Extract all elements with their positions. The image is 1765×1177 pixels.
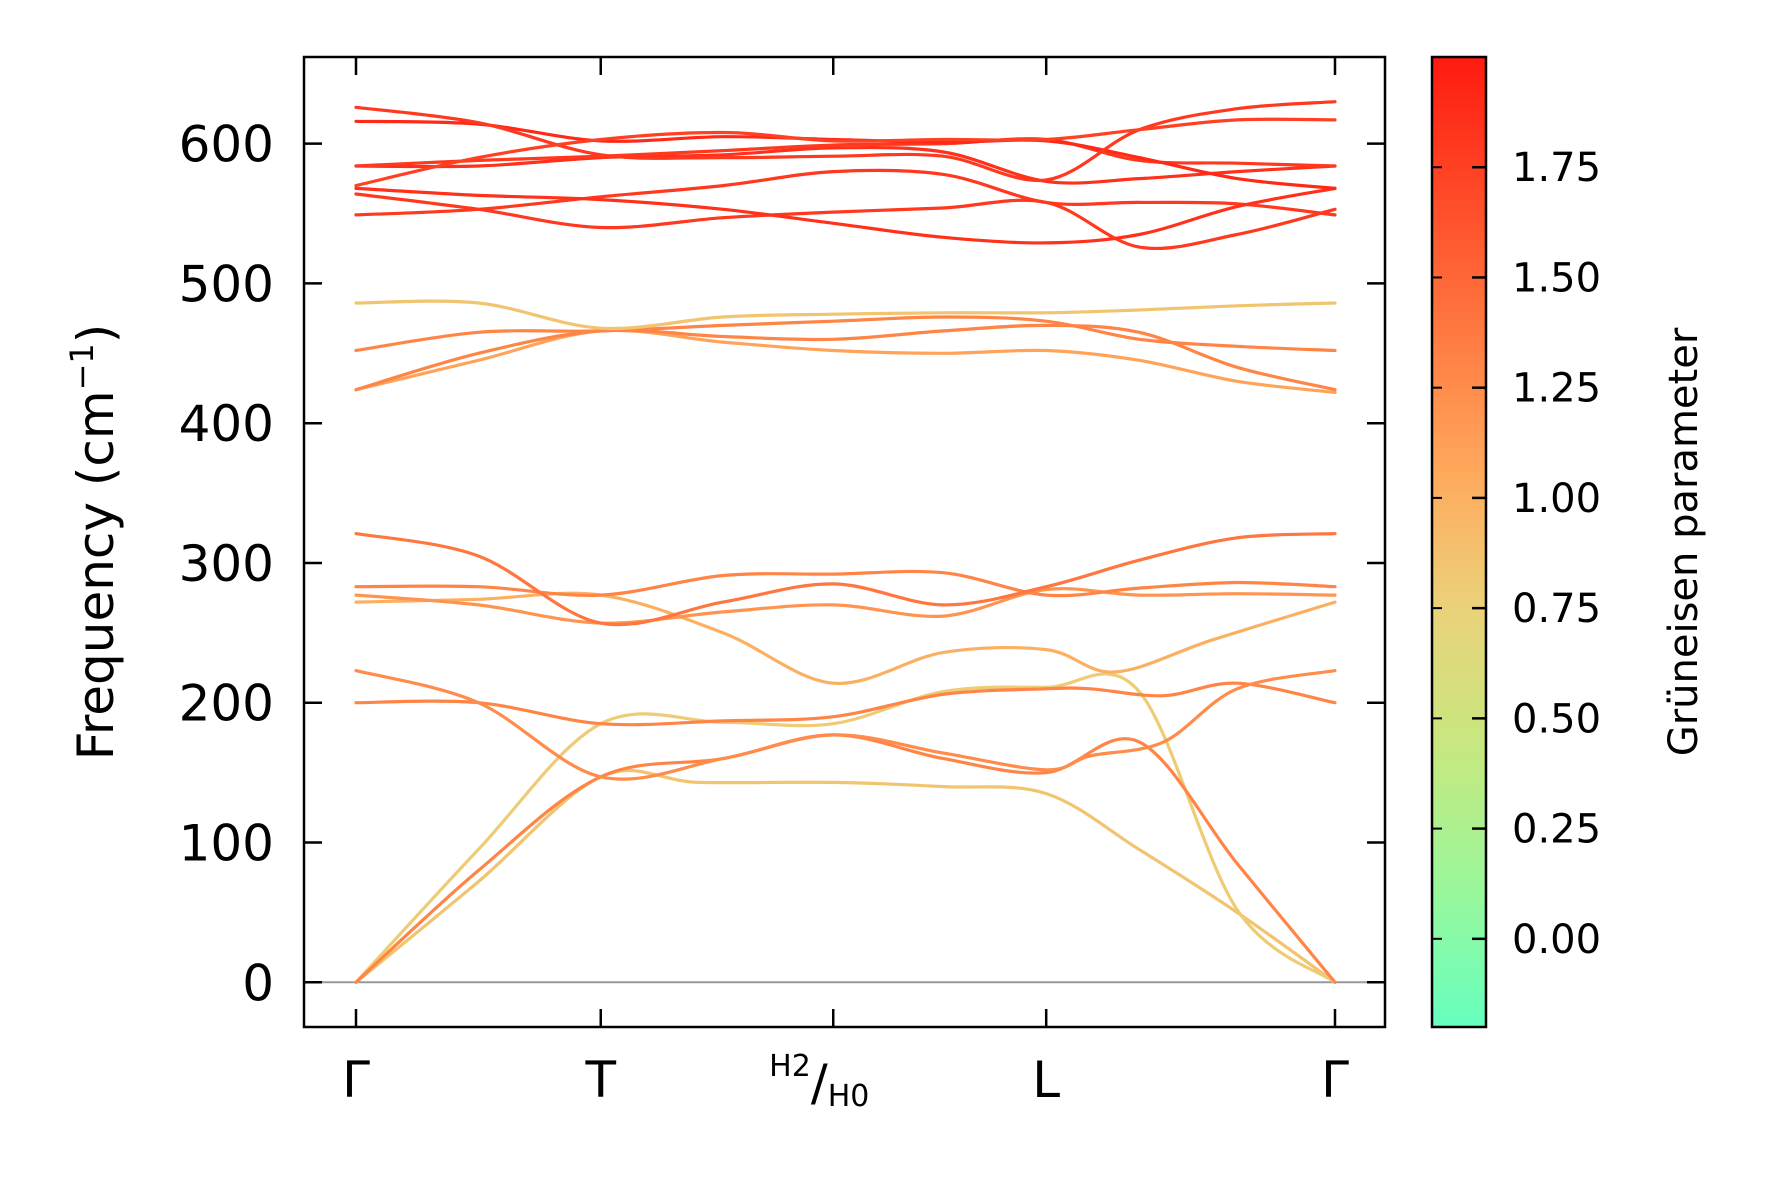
colorbar-tick-label: 0.00 xyxy=(1512,917,1601,963)
y-axis-ticks: 0 100 200 300 400 500 600 xyxy=(179,116,1385,1012)
band-opt-486 xyxy=(354,299,1337,331)
colorbar xyxy=(1430,55,1488,1029)
x-tick-label-h2-h0: H2/H0 xyxy=(769,1049,869,1114)
x-tick-label: Γ xyxy=(1321,1051,1349,1109)
band-opt-272 xyxy=(354,591,1337,685)
band-opt-564 xyxy=(354,192,1337,251)
band-opt-277 xyxy=(354,587,1337,625)
band-acoustic-2 xyxy=(354,672,1337,984)
y-tick-label: 500 xyxy=(179,255,274,313)
y-tick-label: 100 xyxy=(179,815,274,873)
x-tick-label: Γ xyxy=(342,1051,370,1109)
colorbar-tick-label: 1.50 xyxy=(1512,255,1601,301)
x-axis-ticks: Γ T H2/H0 L Γ xyxy=(342,57,1349,1114)
phonon-bands xyxy=(354,100,1337,984)
colorbar-tick-label: 0.25 xyxy=(1512,807,1601,853)
band-opt-321 xyxy=(354,532,1337,627)
band-opt-584 xyxy=(354,145,1337,185)
y-tick-label: 600 xyxy=(179,116,274,174)
band-opt-584b xyxy=(354,137,1337,168)
band-opt-549 xyxy=(354,168,1337,217)
y-axis-title: Frequency (cm−1) xyxy=(63,324,125,761)
y-tick-label: 200 xyxy=(179,675,274,733)
band-opt-424a xyxy=(354,328,1337,394)
colorbar-tick-label: 0.50 xyxy=(1512,696,1601,742)
band-acoustic-3 xyxy=(354,733,1337,984)
colorbar-tick-label: 1.75 xyxy=(1512,145,1601,191)
band-opt-452 xyxy=(354,315,1337,353)
colorbar-ticks: 0.00 0.25 0.50 0.75 1.00 1.25 1.50 1.75 xyxy=(1432,145,1601,963)
band-acoustic-1 xyxy=(354,768,1337,984)
colorbar-tick-label: 1.25 xyxy=(1512,366,1601,412)
y-axis-title-close: ) xyxy=(67,324,125,344)
y-axis-title-superscript: −1 xyxy=(63,343,101,390)
x-tick-label: T xyxy=(584,1051,616,1109)
band-opt-626 xyxy=(354,100,1337,183)
x-tick-label: L xyxy=(1032,1051,1060,1109)
colorbar-tick-label: 0.75 xyxy=(1512,586,1601,632)
colorbar-tick-label: 1.00 xyxy=(1512,476,1601,522)
band-opt-568 xyxy=(354,186,1337,245)
band-opt-424b xyxy=(354,323,1337,392)
band-opt-223 xyxy=(354,669,1337,781)
band-opt-200 xyxy=(354,681,1337,727)
y-tick-label: 400 xyxy=(179,395,274,453)
band-opt-618 xyxy=(354,117,1337,188)
colorbar-title: Grüneisen parameter xyxy=(1661,327,1707,756)
y-tick-label: 300 xyxy=(179,535,274,593)
band-opt-283 xyxy=(354,569,1337,598)
y-tick-label: 0 xyxy=(242,954,274,1012)
